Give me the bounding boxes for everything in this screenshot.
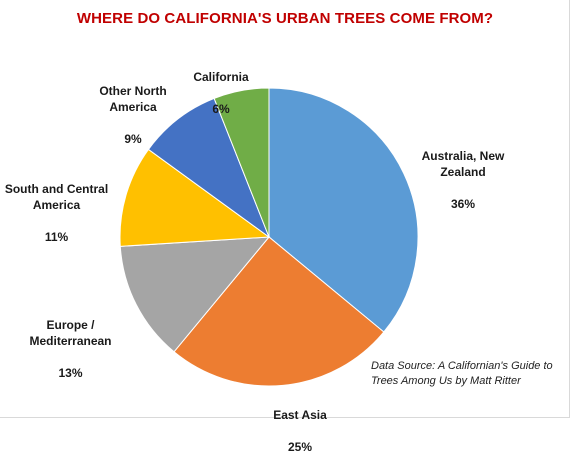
- slice-label-europe: Europe / Mediterranean 13%: [23, 301, 118, 381]
- slice-label-value: 11%: [44, 230, 69, 244]
- pie-slice-south-and-central-america: [119, 148, 271, 247]
- pie-slice-other-north-america: [147, 97, 271, 239]
- slice-label-value: 36%: [450, 197, 476, 211]
- slice-label-value: 13%: [58, 366, 83, 380]
- slice-label-name: South and Central America: [4, 182, 109, 212]
- slice-label-name: Europe / Mediterranean: [29, 318, 112, 348]
- slice-label-value: 6%: [212, 102, 230, 116]
- pie-slice-australia-new-zealand: [268, 87, 419, 333]
- slice-label-east-asia: East Asia 25%: [255, 391, 345, 455]
- slice-label-south-central-america: South and Central America 11%: [4, 165, 109, 245]
- pie-slice-east-asia: [173, 236, 385, 387]
- data-source-note: Data Source: A Californian's Guide to Tr…: [371, 360, 553, 387]
- chart-title: WHERE DO CALIFORNIA'S URBAN TREES COME F…: [76, 10, 494, 27]
- slice-label-name: Other North America: [99, 84, 167, 114]
- slice-label-value: 9%: [124, 132, 142, 146]
- slice-label-name: East Asia: [273, 408, 327, 422]
- pie-chart: [119, 87, 419, 387]
- slice-label-australia-nz: Australia, New Zealand 36%: [408, 132, 518, 212]
- pie-slice-europe-mediterranean: [119, 236, 271, 353]
- slice-label-name: Australia, New Zealand: [421, 149, 505, 179]
- pie-slice-california: [213, 87, 270, 238]
- slice-label-name: California: [193, 70, 249, 84]
- slice-label-california: California 6%: [181, 53, 261, 117]
- slice-label-other-north-america: Other North America 9%: [88, 67, 178, 147]
- slice-label-value: 25%: [287, 440, 313, 454]
- chart-frame: [0, 0, 570, 418]
